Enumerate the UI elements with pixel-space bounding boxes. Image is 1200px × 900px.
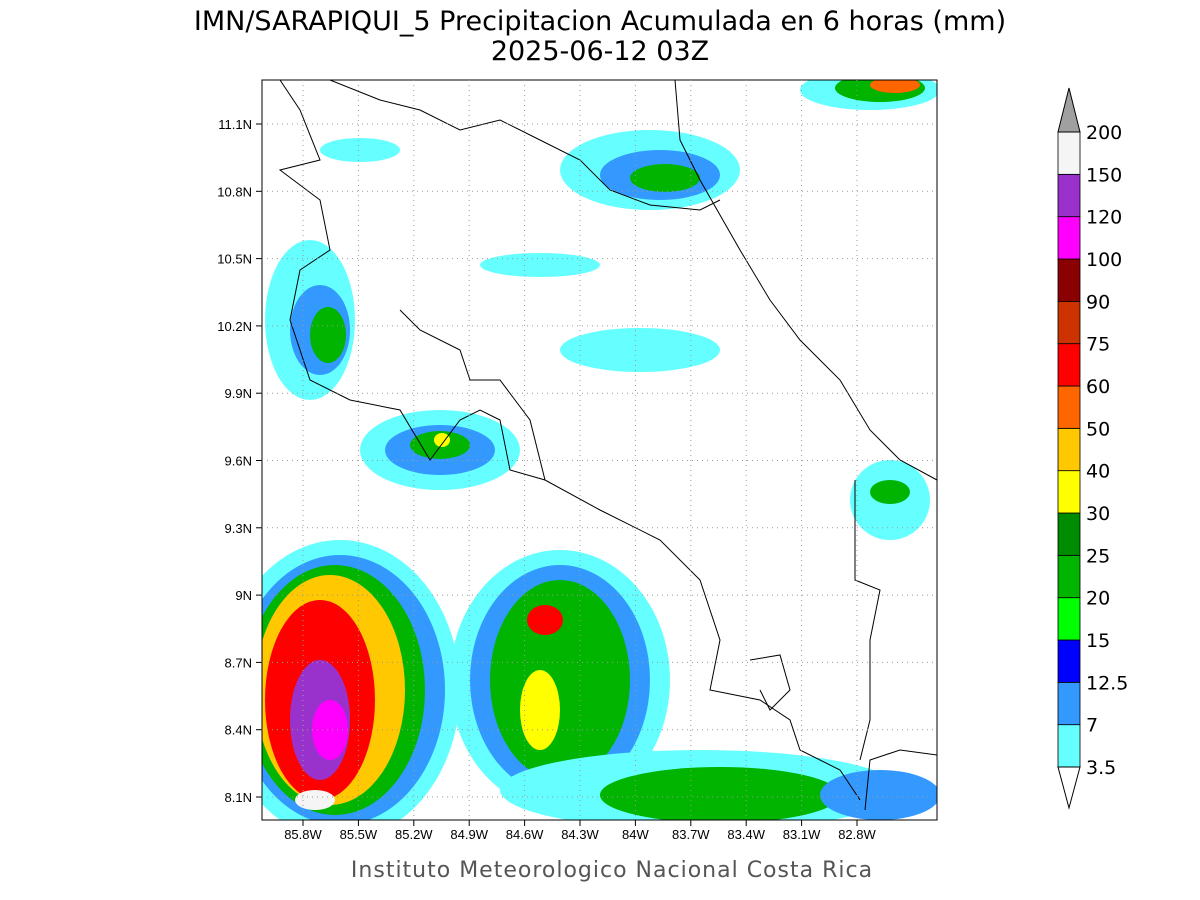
colorbar-label: 100 (1086, 249, 1122, 271)
lat-label: 9.3N (225, 521, 252, 536)
lat-label: 8.1N (225, 790, 252, 805)
colorbar-label: 15 (1086, 630, 1110, 652)
lon-label: 84.6W (506, 827, 544, 842)
colorbar-segment (1057, 216, 1081, 260)
lon-label: 83.1W (783, 827, 821, 842)
colorbar-segment (1057, 258, 1081, 302)
colorbar-label: 25 (1086, 545, 1110, 567)
lat-label: 8.4N (225, 723, 252, 738)
colorbar-segment (1057, 131, 1081, 175)
colorbar-segment (1057, 173, 1081, 218)
lon-label: 85.8W (284, 827, 322, 842)
colorbar-segment (1057, 681, 1081, 726)
map-frame (261, 79, 938, 821)
colorbar-segment (1057, 639, 1081, 683)
lon-label: 82.8W (838, 827, 876, 842)
colorbar-segment (1057, 512, 1081, 556)
colorbar-segment (1057, 300, 1081, 345)
lon-label: 83.4W (727, 827, 765, 842)
colorbar-label: 90 (1086, 291, 1110, 313)
colorbar-label: 200 (1086, 122, 1122, 144)
colorbar-over (1057, 87, 1081, 133)
lon-label: 83.7W (672, 827, 710, 842)
colorbar-segment (1057, 470, 1081, 514)
colorbar-label: 50 (1086, 418, 1110, 440)
lon-label: 84.3W (561, 827, 599, 842)
lat-label: 10.5N (217, 252, 252, 267)
colorbar-label: 3.5 (1086, 757, 1116, 779)
precipitation-field (262, 80, 937, 820)
lon-label: 85.5W (340, 827, 378, 842)
colorbar-segment (1057, 597, 1081, 641)
colorbar-label: 60 (1086, 376, 1110, 398)
lat-label: 10.2N (217, 319, 252, 334)
colorbar-segment (1057, 385, 1081, 429)
lon-label: 84.9W (450, 827, 488, 842)
lat-label: 9.9N (225, 386, 252, 401)
colorbar-label: 7 (1086, 715, 1098, 737)
colorbar-label: 20 (1086, 588, 1110, 610)
lat-label: 10.8N (217, 184, 252, 199)
lat-label: 9N (235, 588, 252, 603)
colorbar-label: 150 (1086, 164, 1122, 186)
lat-label: 9.6N (225, 454, 252, 469)
colorbar-label: 120 (1086, 207, 1122, 229)
colorbar-segment (1057, 343, 1081, 387)
colorbar-segment (1057, 554, 1081, 599)
lat-label: 8.7N (225, 655, 252, 670)
colorbar-segment (1057, 427, 1081, 472)
subtitle: 2025-06-12 03Z (491, 36, 709, 67)
lon-label: 85.2W (395, 827, 433, 842)
footer: Instituto Meteorologico Nacional Costa R… (351, 858, 873, 883)
title: IMN/SARAPIQUI_5 Precipitacion Acumulada … (194, 6, 1006, 37)
colorbar-under (1057, 766, 1081, 810)
colorbar-segment (1057, 724, 1081, 768)
colorbar-label: 12.5 (1086, 672, 1128, 694)
lat-label: 11.1N (218, 117, 252, 132)
coastlines (278, 80, 937, 811)
colorbar-label: 30 (1086, 503, 1110, 525)
colorbar-label: 40 (1086, 461, 1110, 483)
colorbar-label: 75 (1086, 334, 1110, 356)
lon-label: 84W (622, 827, 649, 842)
